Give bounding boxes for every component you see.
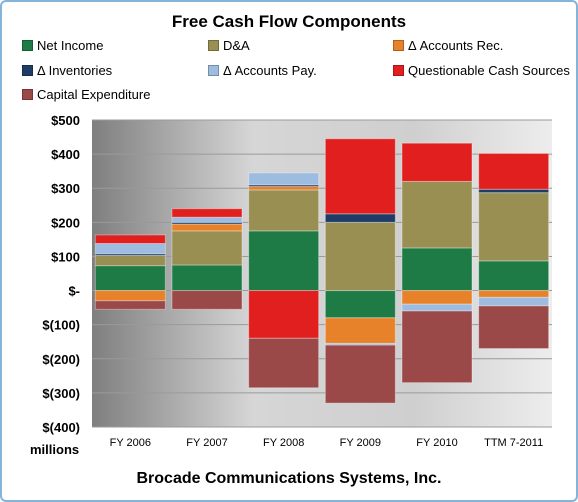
legend-item-capital-expenditure: Capital Expenditure xyxy=(22,87,150,102)
bar-segment xyxy=(94,234,166,244)
legend-swatch-da xyxy=(208,40,219,51)
bar-segment xyxy=(94,300,166,310)
y-tick-labels: $500 $400 $300 $200 $100 $- $(100) $(200) $(300)… xyxy=(42,113,80,435)
bar-segment xyxy=(478,152,550,190)
plot-area xyxy=(92,120,552,427)
legend-label-questionable-cash: Questionable Cash Sources xyxy=(408,63,570,78)
bar-segment xyxy=(478,192,550,262)
legend-swatch-net-income xyxy=(22,40,33,51)
legend-swatch-accounts-rec xyxy=(393,40,404,51)
legend-item-net-income: Net Income xyxy=(22,38,103,53)
bar-segment xyxy=(324,344,396,404)
bar-segment xyxy=(478,290,550,298)
legend-item-accounts-rec: Δ Accounts Rec. xyxy=(393,38,503,53)
x-tick-label: FY 2010 xyxy=(416,437,457,449)
bar-segment xyxy=(94,290,166,302)
x-tick-labels: FY 2006 FY 2007 FY 2008 FY 2009 FY 2010 TTM 7… xyxy=(110,437,544,449)
legend-label-accounts-pay: Δ Accounts Pay. xyxy=(223,63,317,78)
bar-segment xyxy=(401,247,473,292)
bar-segment xyxy=(478,188,550,194)
x-tick-label: FY 2009 xyxy=(340,437,381,449)
bar-segment xyxy=(324,213,396,223)
bar-segment xyxy=(171,230,243,266)
bar-segment xyxy=(94,242,166,255)
bar-segment xyxy=(171,216,243,223)
legend-item-questionable-cash: Questionable Cash Sources xyxy=(393,63,570,78)
legend-swatch-capital-expenditure xyxy=(22,89,33,100)
gridlines xyxy=(92,119,552,428)
y-tick-label: $300 xyxy=(51,181,80,196)
bar-segment xyxy=(478,260,550,292)
y-tick-label: $(200) xyxy=(42,352,80,367)
y-tick-label: $- xyxy=(68,284,80,299)
legend-swatch-inventories xyxy=(22,65,33,76)
bar-segment xyxy=(94,254,166,267)
bar-segment xyxy=(401,290,473,305)
company-label: Brocade Communications Systems, Inc. xyxy=(136,470,442,487)
x-tick-label: FY 2008 xyxy=(263,437,304,449)
legend-swatch-accounts-pay xyxy=(208,65,219,76)
y-tick-label: $400 xyxy=(51,147,80,162)
bar-segment xyxy=(324,221,396,292)
legend-label-inventories: Δ Inventories xyxy=(37,63,113,78)
bar-segment xyxy=(478,305,550,350)
x-tick-label: FY 2007 xyxy=(186,437,227,449)
units-label: millions xyxy=(30,442,80,457)
chart-title: Free Cash Flow Components xyxy=(171,12,407,31)
bar-segment xyxy=(324,290,396,319)
bar-segment xyxy=(401,310,473,384)
bar-segment xyxy=(401,303,473,312)
legend-swatch-questionable-cash xyxy=(393,65,404,76)
bar-segment xyxy=(324,138,396,215)
x-tick-label: TTM 7-2011 xyxy=(484,437,543,449)
bar-segment xyxy=(171,264,243,292)
bar-segment xyxy=(248,290,320,339)
y-tick-label: $100 xyxy=(51,249,80,264)
bars xyxy=(94,138,550,404)
legend-label-accounts-rec: Δ Accounts Rec. xyxy=(408,38,504,53)
legend-label-da: D&A xyxy=(223,38,250,53)
legend-item-da: D&A xyxy=(208,38,250,53)
y-tick-label: $200 xyxy=(51,215,80,230)
bar-segment xyxy=(248,230,320,292)
legend-item-inventories: Δ Inventories xyxy=(22,63,112,78)
y-tick-label: $500 xyxy=(51,113,80,128)
x-tick-label: FY 2006 xyxy=(110,437,151,449)
y-tick-label: $(400) xyxy=(42,420,80,435)
bar-segment xyxy=(171,208,243,218)
bar-segment xyxy=(248,172,320,186)
bar-segment xyxy=(401,142,473,182)
bar-segment xyxy=(171,290,243,310)
y-tick-label: $(100) xyxy=(42,318,80,333)
bar-segment xyxy=(324,317,396,344)
bar-segment xyxy=(401,180,473,249)
y-tick-label: $(300) xyxy=(42,386,80,401)
bar-segment xyxy=(248,186,320,191)
bar-segment xyxy=(478,296,550,307)
legend-label-capital-expenditure: Capital Expenditure xyxy=(37,87,151,102)
legend-label-net-income: Net Income xyxy=(37,38,104,53)
bar-segment xyxy=(94,265,166,292)
legend-item-accounts-pay: Δ Accounts Pay. xyxy=(208,63,317,78)
bar-segment xyxy=(248,189,320,232)
bar-segment xyxy=(171,223,243,232)
bar-segment xyxy=(248,337,320,389)
